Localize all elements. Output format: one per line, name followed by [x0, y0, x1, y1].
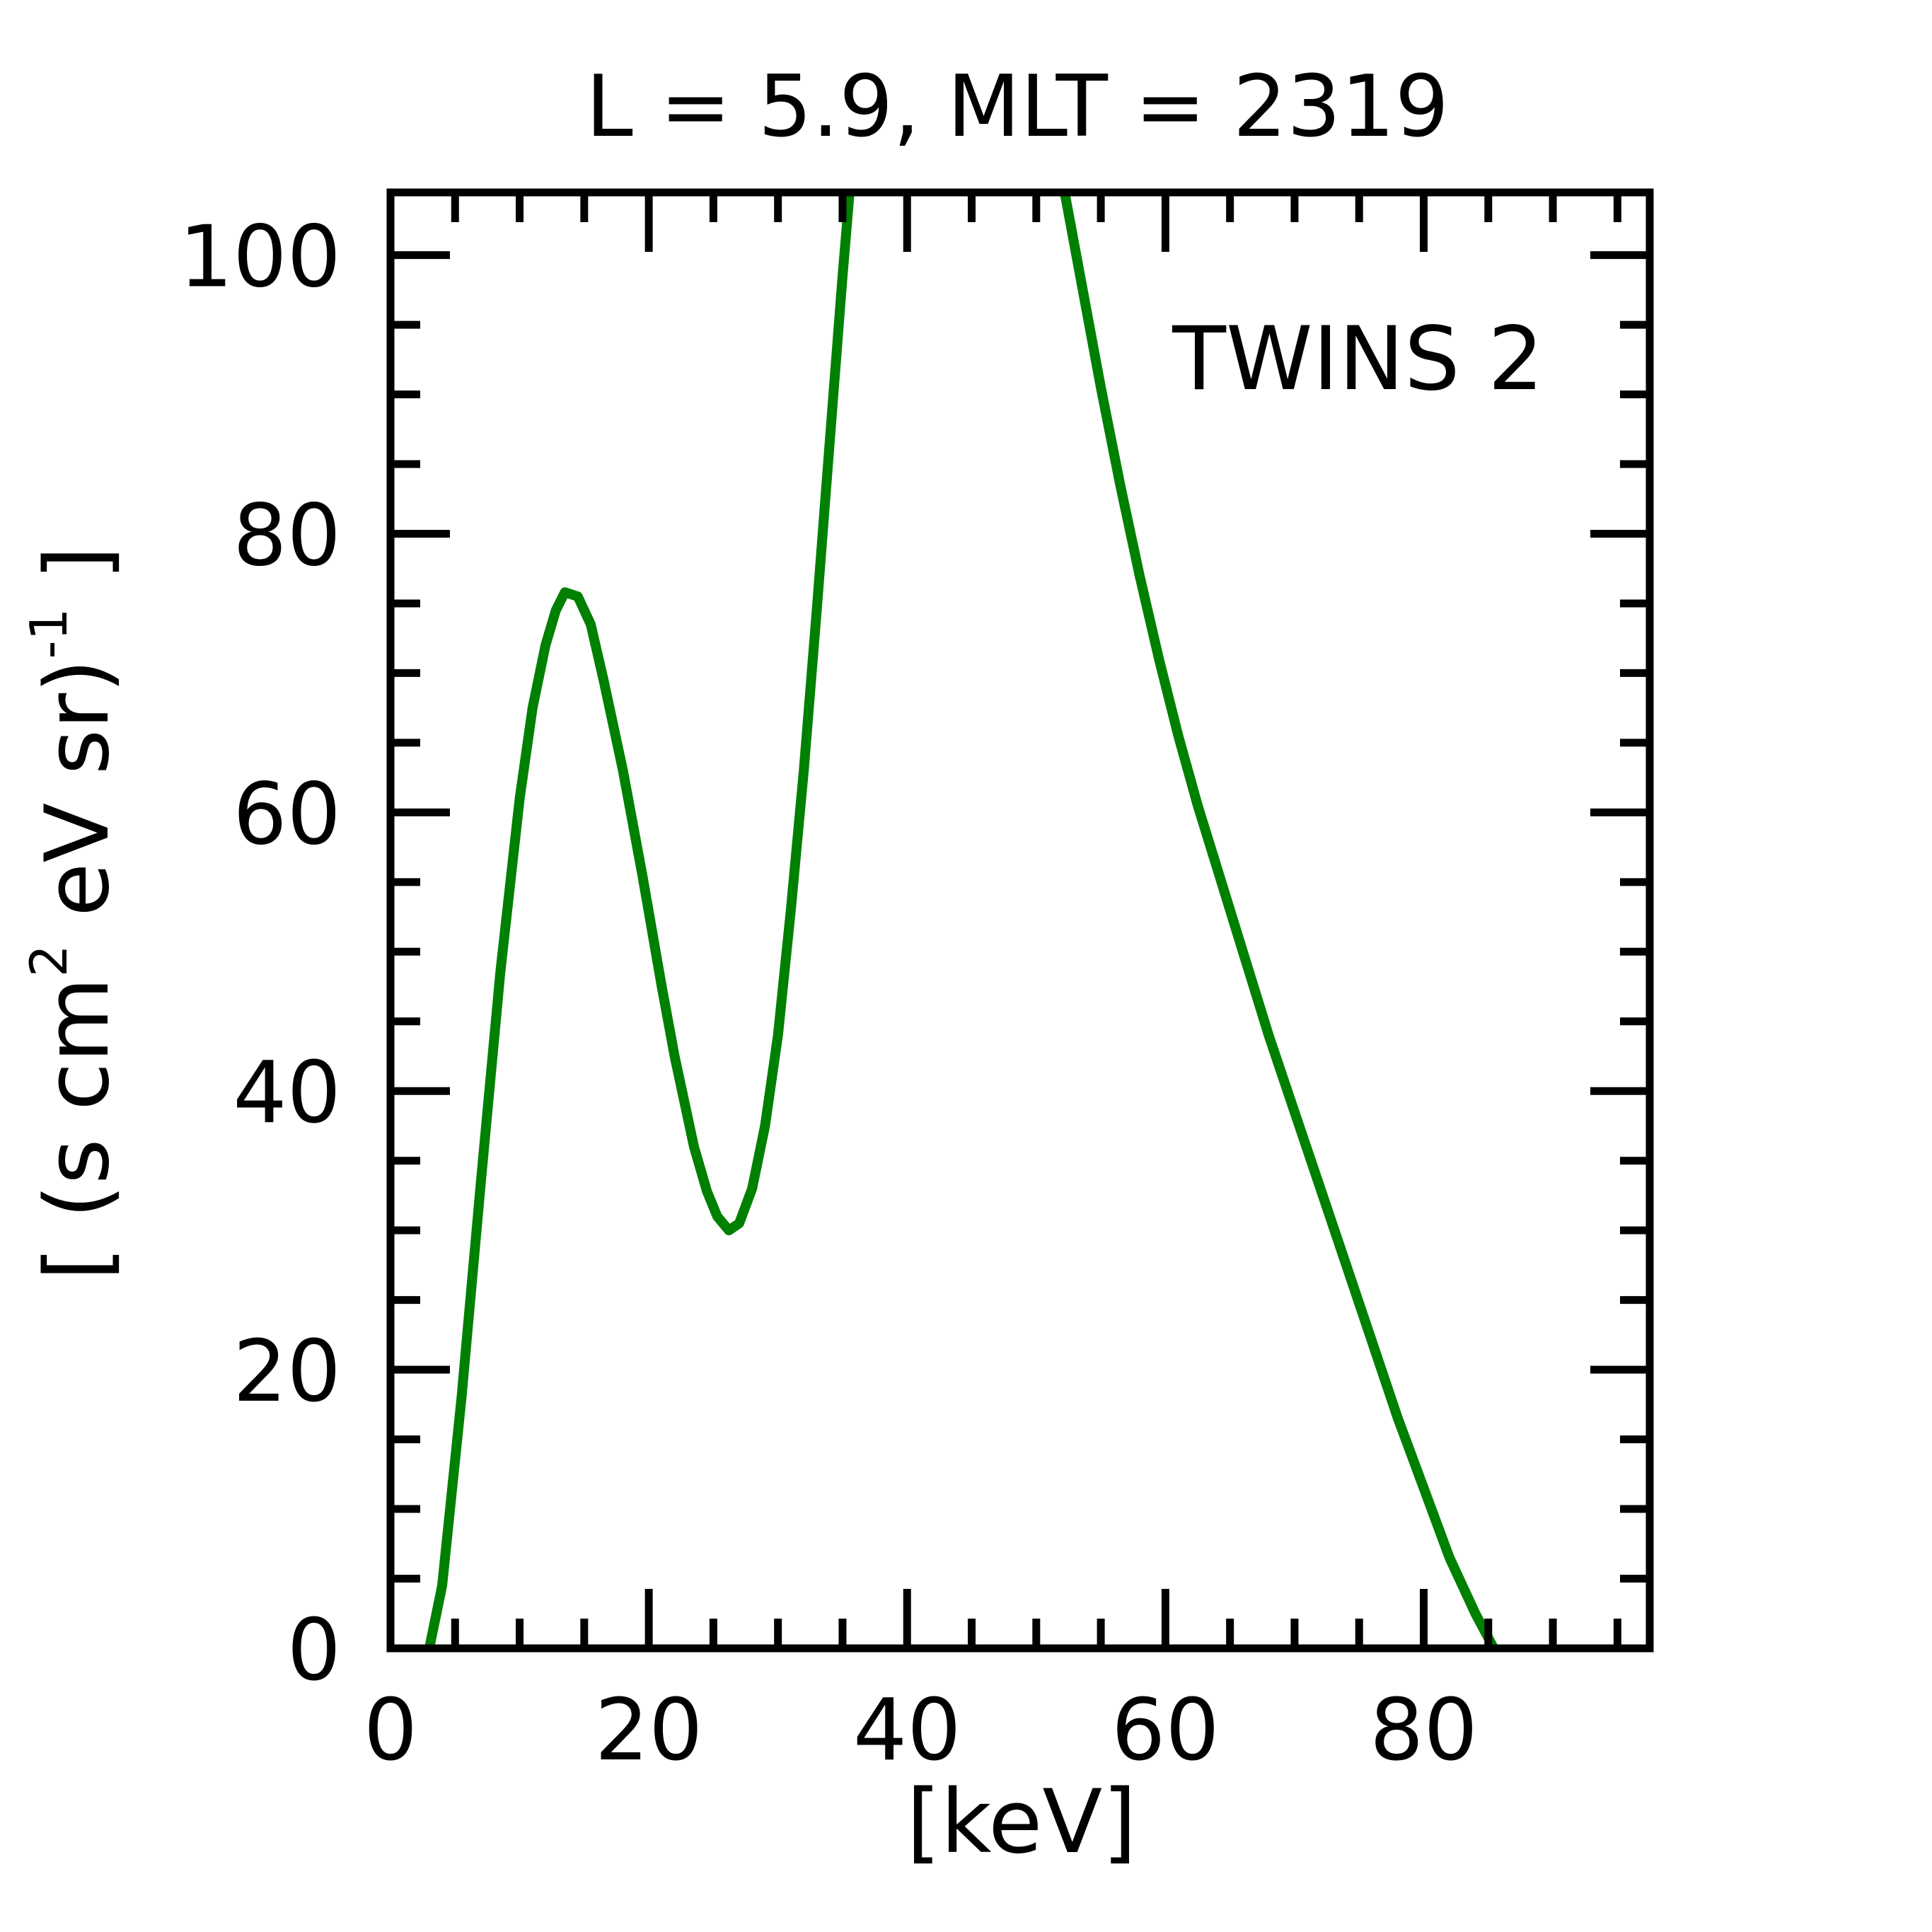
x-tick-label: 80	[1370, 1682, 1478, 1780]
y-axis-label-part: eV sr)	[27, 659, 129, 944]
x-tick-label: 0	[364, 1682, 417, 1780]
x-tick-label: 20	[595, 1682, 703, 1780]
y-tick-label: 0	[287, 1602, 341, 1700]
legend-entry-twins-2: TWINS 2	[1172, 308, 1544, 410]
x-axis-label: [keV]	[906, 1771, 1136, 1873]
data-line-twins-2	[424, 192, 1500, 1648]
y-tick-label: 40	[233, 1044, 341, 1143]
y-tick-label: 100	[179, 209, 341, 307]
y-axis-label-part: ]	[27, 546, 129, 608]
x-tick-label: 60	[1111, 1682, 1220, 1780]
y-axis-label-part: [ (s cm	[27, 977, 129, 1280]
y-tick-label: 20	[233, 1323, 341, 1421]
y-axis-label-superscript: -1	[19, 608, 79, 659]
y-axis-label: [ (s cm2 eV sr)-1 ]	[19, 546, 129, 1280]
chart-title: L = 5.9, MLT = 2319	[586, 58, 1449, 156]
y-tick-label: 60	[233, 765, 341, 864]
x-tick-label: 40	[853, 1682, 961, 1780]
plot-frame	[386, 188, 1654, 1653]
y-axis-label-superscript: 2	[19, 944, 79, 977]
y-tick-label: 80	[233, 487, 341, 585]
